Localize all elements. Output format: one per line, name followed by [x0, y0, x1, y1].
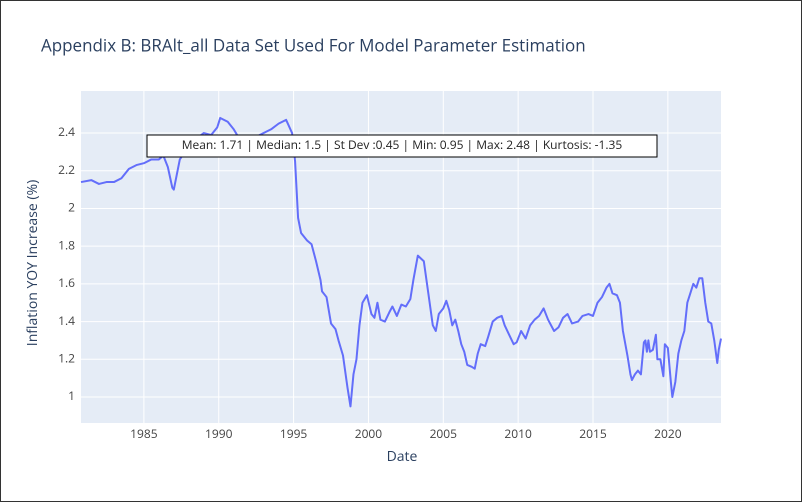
x-tick-label: 2010 [504, 425, 532, 442]
annotation: Mean: 1.71 | Median: 1.5 | St Dev :0.45 … [182, 136, 623, 153]
y-axis-title: Inflation YOY Increase (%) [23, 180, 42, 346]
grid [81, 91, 721, 423]
x-tick-label: 2020 [654, 425, 682, 442]
y-tick-label: 2.2 [58, 161, 75, 178]
x-tick-label: 2000 [355, 425, 383, 442]
y-tick-label: 2.4 [58, 123, 75, 140]
x-tick-label: 1995 [280, 425, 308, 442]
y-tick-label: 2 [68, 199, 75, 216]
y-tick-label: 1.2 [58, 349, 75, 366]
x-tick-label: 1990 [205, 425, 233, 442]
x-axis-title: Date [387, 447, 418, 466]
y-tick-label: 1.8 [58, 236, 75, 253]
x-tick-label: 1985 [130, 425, 158, 442]
y-tick-label: 1.4 [58, 312, 75, 329]
x-tick-label: 2005 [430, 425, 458, 442]
y-tick-label: 1.6 [58, 274, 75, 291]
y-tick-label: 1 [68, 387, 75, 404]
annotation-box [146, 134, 658, 158]
x-tick-label: 2015 [579, 425, 607, 442]
chart-title: Appendix B: BRAlt_all Data Set Used For … [41, 34, 586, 57]
